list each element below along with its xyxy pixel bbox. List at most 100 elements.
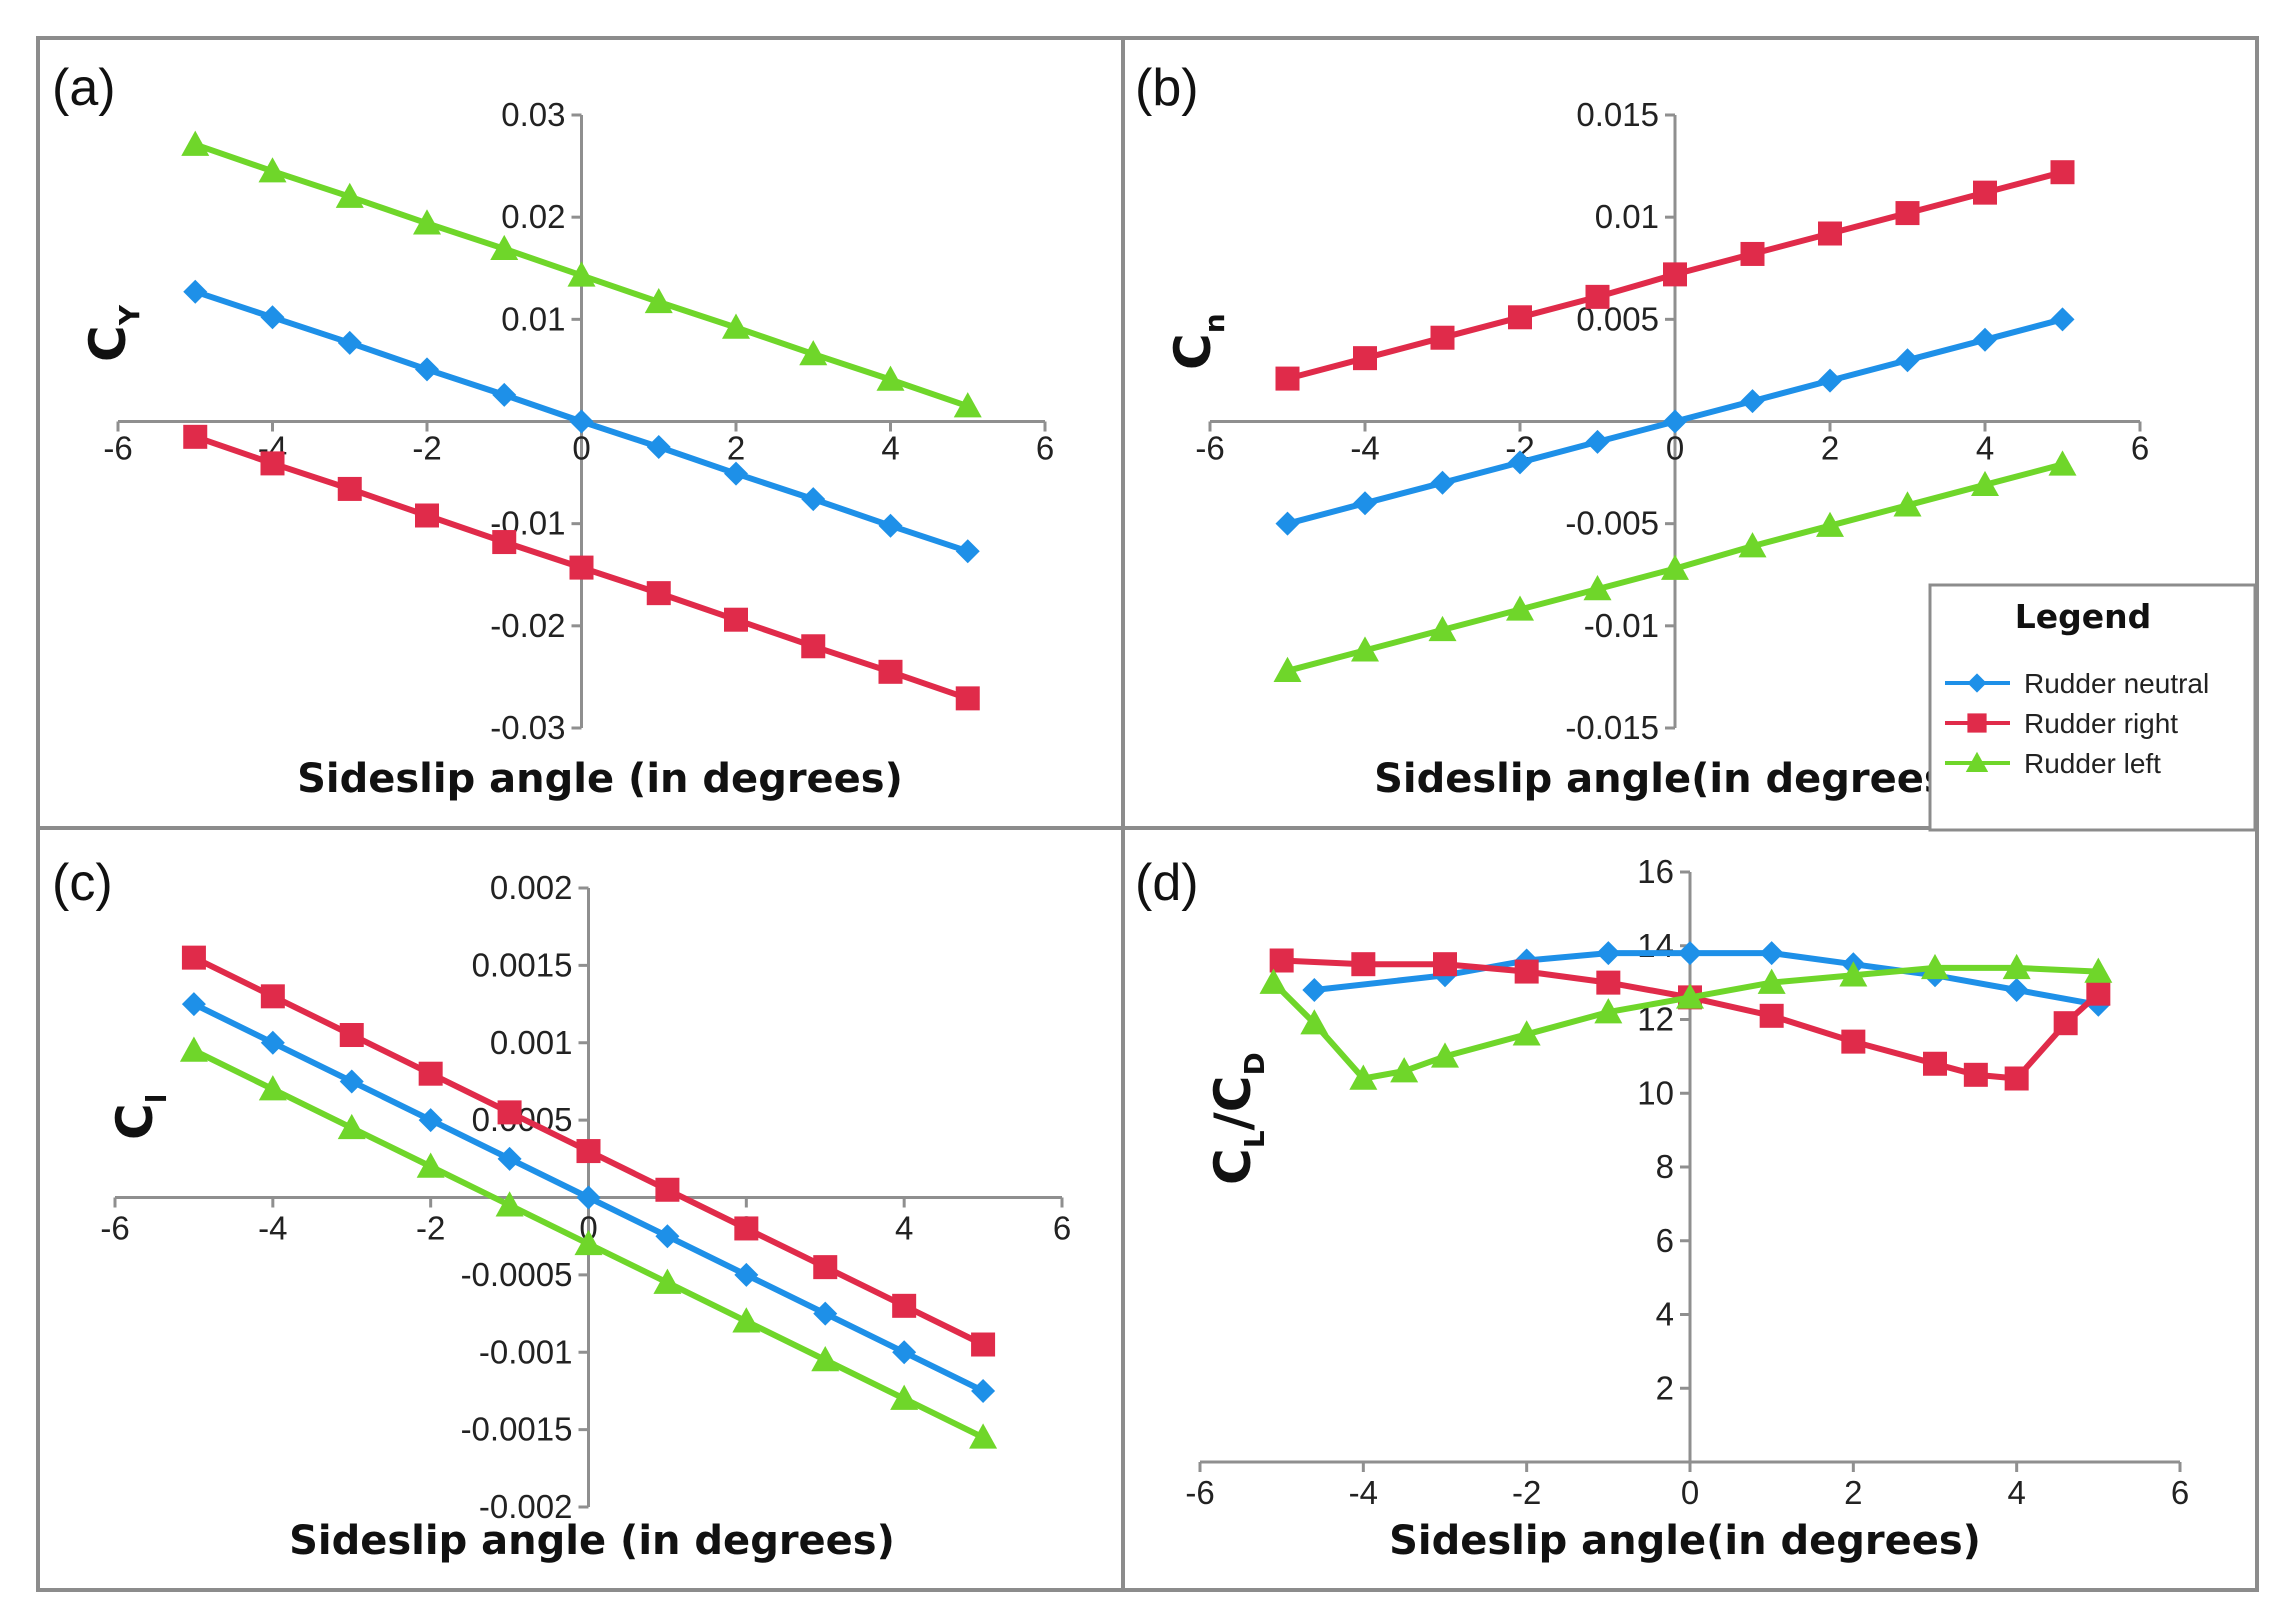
panel-d-series-right-point: [2053, 1011, 2078, 1036]
panel-a-series-left-point: [953, 392, 982, 418]
panel-d-series-left-point: [1512, 1020, 1541, 1046]
panel-d-series-right-point: [1433, 952, 1457, 977]
panel-d-series-left-point: [2084, 957, 2113, 983]
panel-d-series-neutral-point: [1678, 941, 1702, 966]
panel-c-y-tick-label: 0.001: [490, 1024, 573, 1061]
panel-c-series-right-point: [655, 1177, 680, 1202]
panel-c-x-tick-label: 6: [1053, 1210, 1071, 1247]
panel-c-series-left-point: [653, 1268, 682, 1294]
panel-d-series-left-point: [1390, 1057, 1419, 1083]
panel-c-series-neutral-point: [418, 1108, 443, 1133]
panel-c-series-right-point: [181, 945, 206, 970]
panel-b-series-left-point: [1661, 554, 1689, 580]
legend-neutral-label: Rudder neutral: [2024, 668, 2209, 699]
panel-c-y-tick-label: -0.0015: [461, 1411, 573, 1448]
panel-b-series-neutral-point: [1275, 511, 1300, 536]
panel-d-series-right-point: [1923, 1051, 1947, 1076]
panel-b-series-right-point: [1895, 201, 1920, 226]
panel-d-y-tick-label: 6: [1656, 1222, 1674, 1259]
panel-a-plot-area: [181, 130, 982, 711]
panel-a-y-axis-subscript: Y: [113, 304, 146, 326]
legend-title: Legend: [2015, 597, 2152, 636]
panel-b-series-left-point: [1351, 636, 1379, 662]
panel-c-y-tick-label: -0.001: [479, 1333, 573, 1370]
panel-d-series-left-point: [2002, 953, 2031, 980]
panel-a-y-tick-label: 0.03: [501, 96, 565, 133]
panel-a-series-neutral-point: [183, 279, 208, 304]
panel-d-y-axis-subscript-2: D: [1238, 1052, 1271, 1075]
panel-b-series-neutral-point: [2050, 307, 2075, 332]
panel-d-x-tick-label: 4: [2007, 1474, 2025, 1511]
panel-b-series-left-point: [1738, 532, 1767, 558]
panel-a-series-right-point: [492, 530, 517, 555]
panel-b-x-tick-label: 0: [1666, 430, 1684, 467]
panel-d-frame: [1121, 826, 2259, 1592]
panel-c-series-left-point: [890, 1384, 919, 1410]
panel-a-series-left-point: [335, 182, 364, 208]
panel-b-x-axis-label: Sideslip angle(in degrees): [1374, 756, 1966, 802]
panel-c-series-neutral-point: [339, 1069, 364, 1094]
panel-c-series-neutral-point: [181, 992, 206, 1017]
panel-a-series-left-point: [413, 209, 441, 235]
panel-a-series-left-point: [490, 234, 519, 261]
panel-b-series-left-point: [1506, 595, 1534, 621]
panel-c-series-neutral-point: [813, 1301, 838, 1326]
panel-a-x-tick-label: 2: [727, 430, 745, 467]
panel-c-x-axis-label: Sideslip angle (in degrees): [289, 1518, 895, 1564]
panel-d-series-neutral-point: [1596, 941, 1621, 966]
panel-b-series-neutral-point: [1740, 389, 1765, 414]
panel-d-series-right-point: [1351, 952, 1376, 977]
panel-a-series-neutral-point: [878, 513, 903, 538]
panel-d-y-axis-slash: /C: [1204, 1075, 1262, 1130]
panel-a-series-neutral-point: [569, 409, 594, 434]
panel-c-series-neutral-point: [892, 1340, 917, 1365]
panel-b-series-neutral-point: [1353, 491, 1377, 516]
panel-c-plot-area: [179, 945, 998, 1449]
panel-a-series-right-point: [183, 424, 208, 449]
panel-a-series-neutral-point: [724, 461, 748, 486]
panel-c-x-tick-label: -2: [416, 1210, 445, 1247]
panel-a-series-left-point: [876, 365, 905, 391]
panel-b-label: (b): [1135, 59, 1199, 117]
panel-c-y-tick-label: 0.0015: [472, 946, 573, 983]
panel-d-series-left-point: [1921, 953, 1949, 980]
panel-b-series-neutral-point: [1663, 409, 1687, 434]
panel-a-series-neutral-point: [955, 539, 980, 564]
panel-a-y-tick-label: 0.01: [501, 300, 565, 337]
panel-d-x-tick-label: -2: [1512, 1474, 1541, 1511]
panel-b-series-right-point: [1973, 180, 1997, 205]
panel-d-y-tick-label: 4: [1656, 1296, 1674, 1333]
panel-d-series-neutral-point: [1759, 941, 1784, 966]
panel-b-series-left-point: [1428, 615, 1457, 642]
panel-b-x-tick-label: 2: [1821, 430, 1839, 467]
panel-c-x-tick-label: 4: [895, 1210, 913, 1247]
panel-d-y-axis-subscript: L: [1238, 1130, 1271, 1148]
panel-a-series-right-point: [955, 686, 980, 711]
panel-b: (b) Cn Sideslip angle(in degrees) -6 -4 -2…: [1135, 59, 2149, 802]
panel-d-y-tick-label: 8: [1656, 1148, 1674, 1185]
panel-b-series-right-point: [1430, 325, 1455, 350]
panel-c-y-axis-label: Cl: [106, 1094, 173, 1140]
panel-c-series-left-point: [495, 1191, 524, 1217]
panel-d-series-right-point: [1514, 959, 1539, 984]
panel-b-y-tick-label: 0.01: [1595, 198, 1659, 235]
panel-b-series-right-point: [2050, 160, 2075, 185]
panel-b-series-neutral-point: [1585, 429, 1610, 454]
panel-c-series-neutral-point: [734, 1262, 759, 1287]
panel-d-x-axis-label: Sideslip angle(in degrees): [1389, 1518, 1981, 1564]
panel-c-series-right-point: [418, 1061, 443, 1086]
panel-c-series-right-point: [576, 1139, 601, 1164]
panel-b-y-tick-label: 0.015: [1576, 96, 1659, 133]
panel-d-label: (d): [1135, 854, 1199, 912]
panel-c-series-right-point: [892, 1293, 917, 1318]
panel-b-x-tick-label: 4: [1976, 430, 1994, 467]
panel-d-series-left-point: [1839, 961, 1868, 987]
panel-a: (a) CY Sideslip angle (in degrees) -6 -4-…: [52, 59, 1054, 802]
panel-a-x-axis-label: Sideslip angle (in degrees): [297, 756, 903, 802]
panel-a-series-right-point: [260, 451, 285, 476]
panel-b-series-left-point: [1273, 656, 1302, 682]
panel-b-series-right-point: [1508, 305, 1532, 330]
panel-d-series-right-point: [2086, 981, 2111, 1006]
panel-a-series-left-point: [722, 313, 750, 339]
